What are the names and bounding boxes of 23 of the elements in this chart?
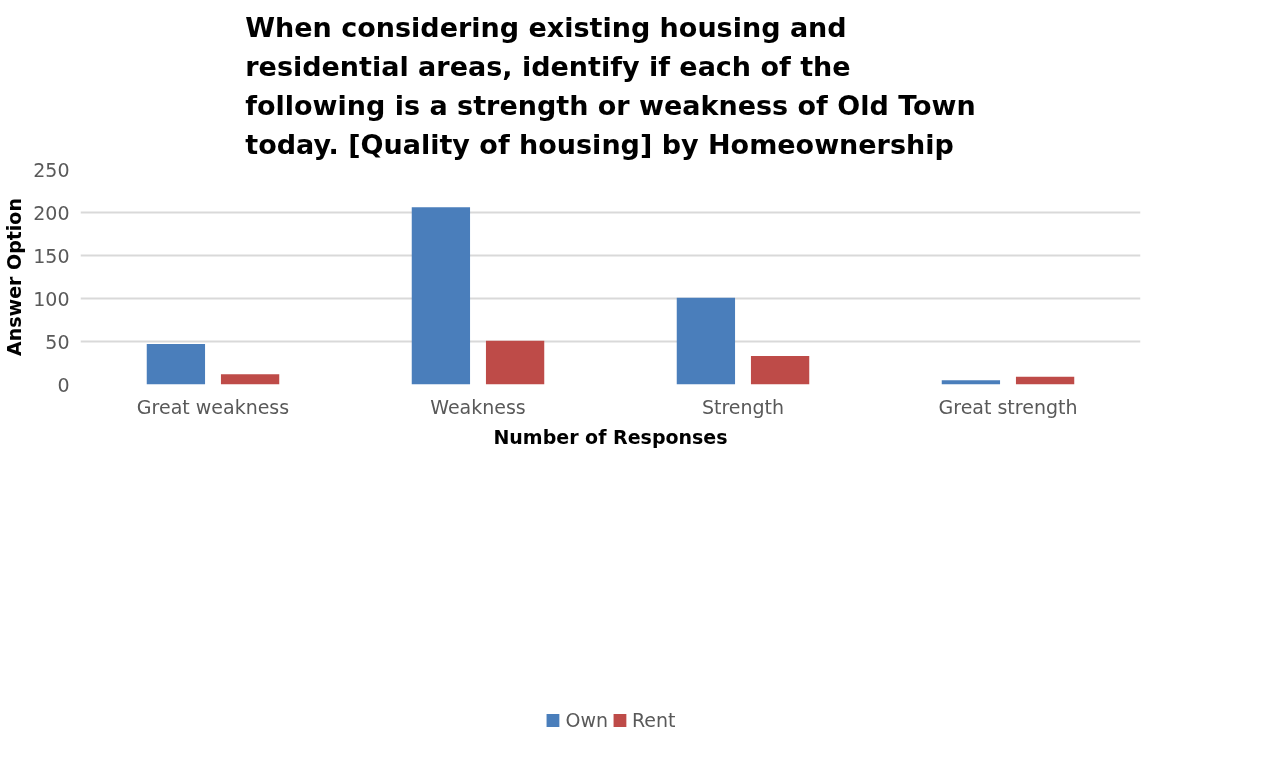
bar <box>485 340 545 385</box>
chart-title: When considering existing housing and residential areas, identify if each of the following is a strength or weakness of Old Town today. [Quality of housing] by Homeownership <box>245 12 976 160</box>
x-tick-label: Great weakness <box>136 395 290 418</box>
y-tick-label: 150 <box>33 244 70 267</box>
y-tick-label: 200 <box>33 201 70 224</box>
bar <box>1015 376 1075 385</box>
bar <box>411 207 471 385</box>
y-tick-label: 100 <box>33 287 70 310</box>
x-tick-label: Great strength <box>938 395 1078 418</box>
y-tick-label: 250 <box>33 158 70 181</box>
y-axis-title: Answer Option <box>3 198 26 356</box>
bar <box>676 297 736 385</box>
bar <box>941 380 1001 385</box>
y-tick-label: 50 <box>45 330 70 353</box>
bar <box>146 344 206 385</box>
bar <box>220 374 280 385</box>
x-axis-title: Number of Responses <box>493 425 728 448</box>
legend-label: Rent <box>632 709 676 731</box>
x-tick-label: Strength <box>701 395 785 418</box>
legend-label: Own <box>565 709 609 731</box>
x-tick-label: Weakness <box>430 395 526 418</box>
y-tick-label: 0 <box>57 373 70 396</box>
bar <box>750 356 810 385</box>
